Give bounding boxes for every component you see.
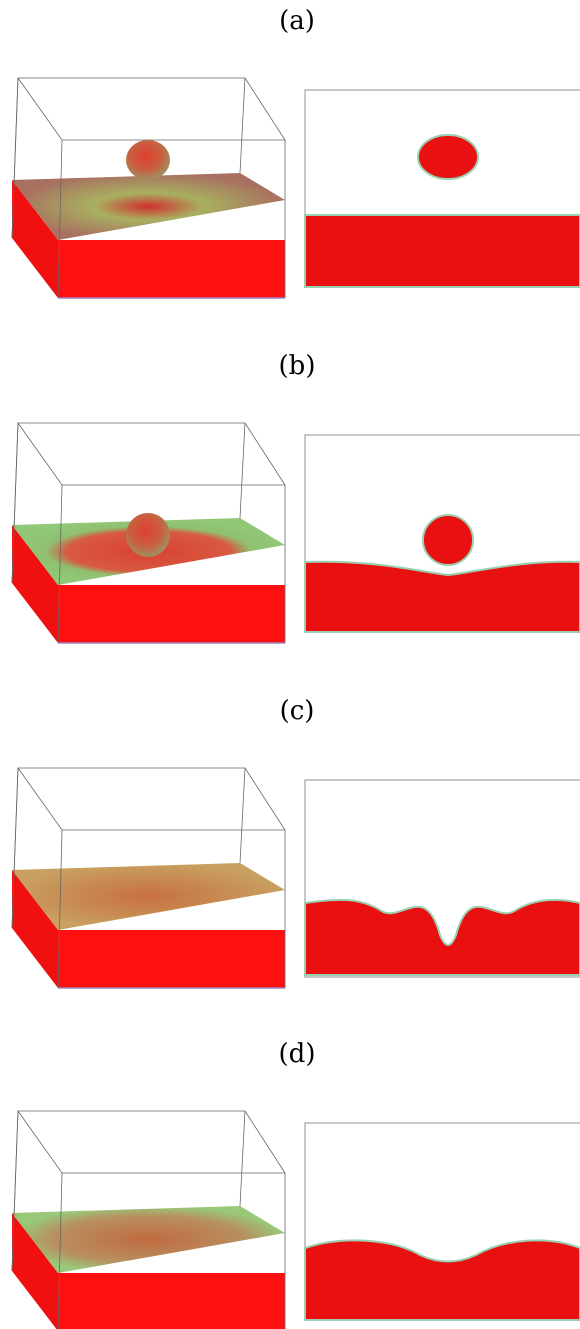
wire-edge bbox=[240, 1111, 245, 1206]
figure: (a) (b) (c) (d) bbox=[0, 0, 580, 1329]
wire-edge bbox=[240, 423, 245, 518]
wire-top bbox=[18, 78, 285, 140]
wire-top bbox=[18, 768, 285, 830]
block-top bbox=[12, 863, 285, 930]
wire-edge bbox=[240, 78, 245, 173]
wire-top bbox=[18, 423, 285, 485]
droplet-3d bbox=[126, 140, 170, 180]
block-front bbox=[58, 930, 285, 988]
panel-label: (b) bbox=[279, 351, 316, 381]
panel-label: (c) bbox=[280, 696, 315, 726]
panel-label: (a) bbox=[279, 6, 315, 36]
panel-label: (d) bbox=[279, 1039, 316, 1069]
droplet-3d bbox=[126, 513, 170, 557]
block-front bbox=[58, 240, 285, 298]
liquid bbox=[305, 215, 580, 287]
droplet bbox=[423, 515, 473, 565]
block-front bbox=[58, 1273, 285, 1329]
block-top bbox=[12, 1206, 285, 1273]
droplet bbox=[418, 135, 478, 179]
wire-edge bbox=[240, 768, 245, 863]
block-top bbox=[12, 173, 285, 240]
block-front bbox=[58, 585, 285, 643]
wire-top bbox=[18, 1111, 285, 1173]
